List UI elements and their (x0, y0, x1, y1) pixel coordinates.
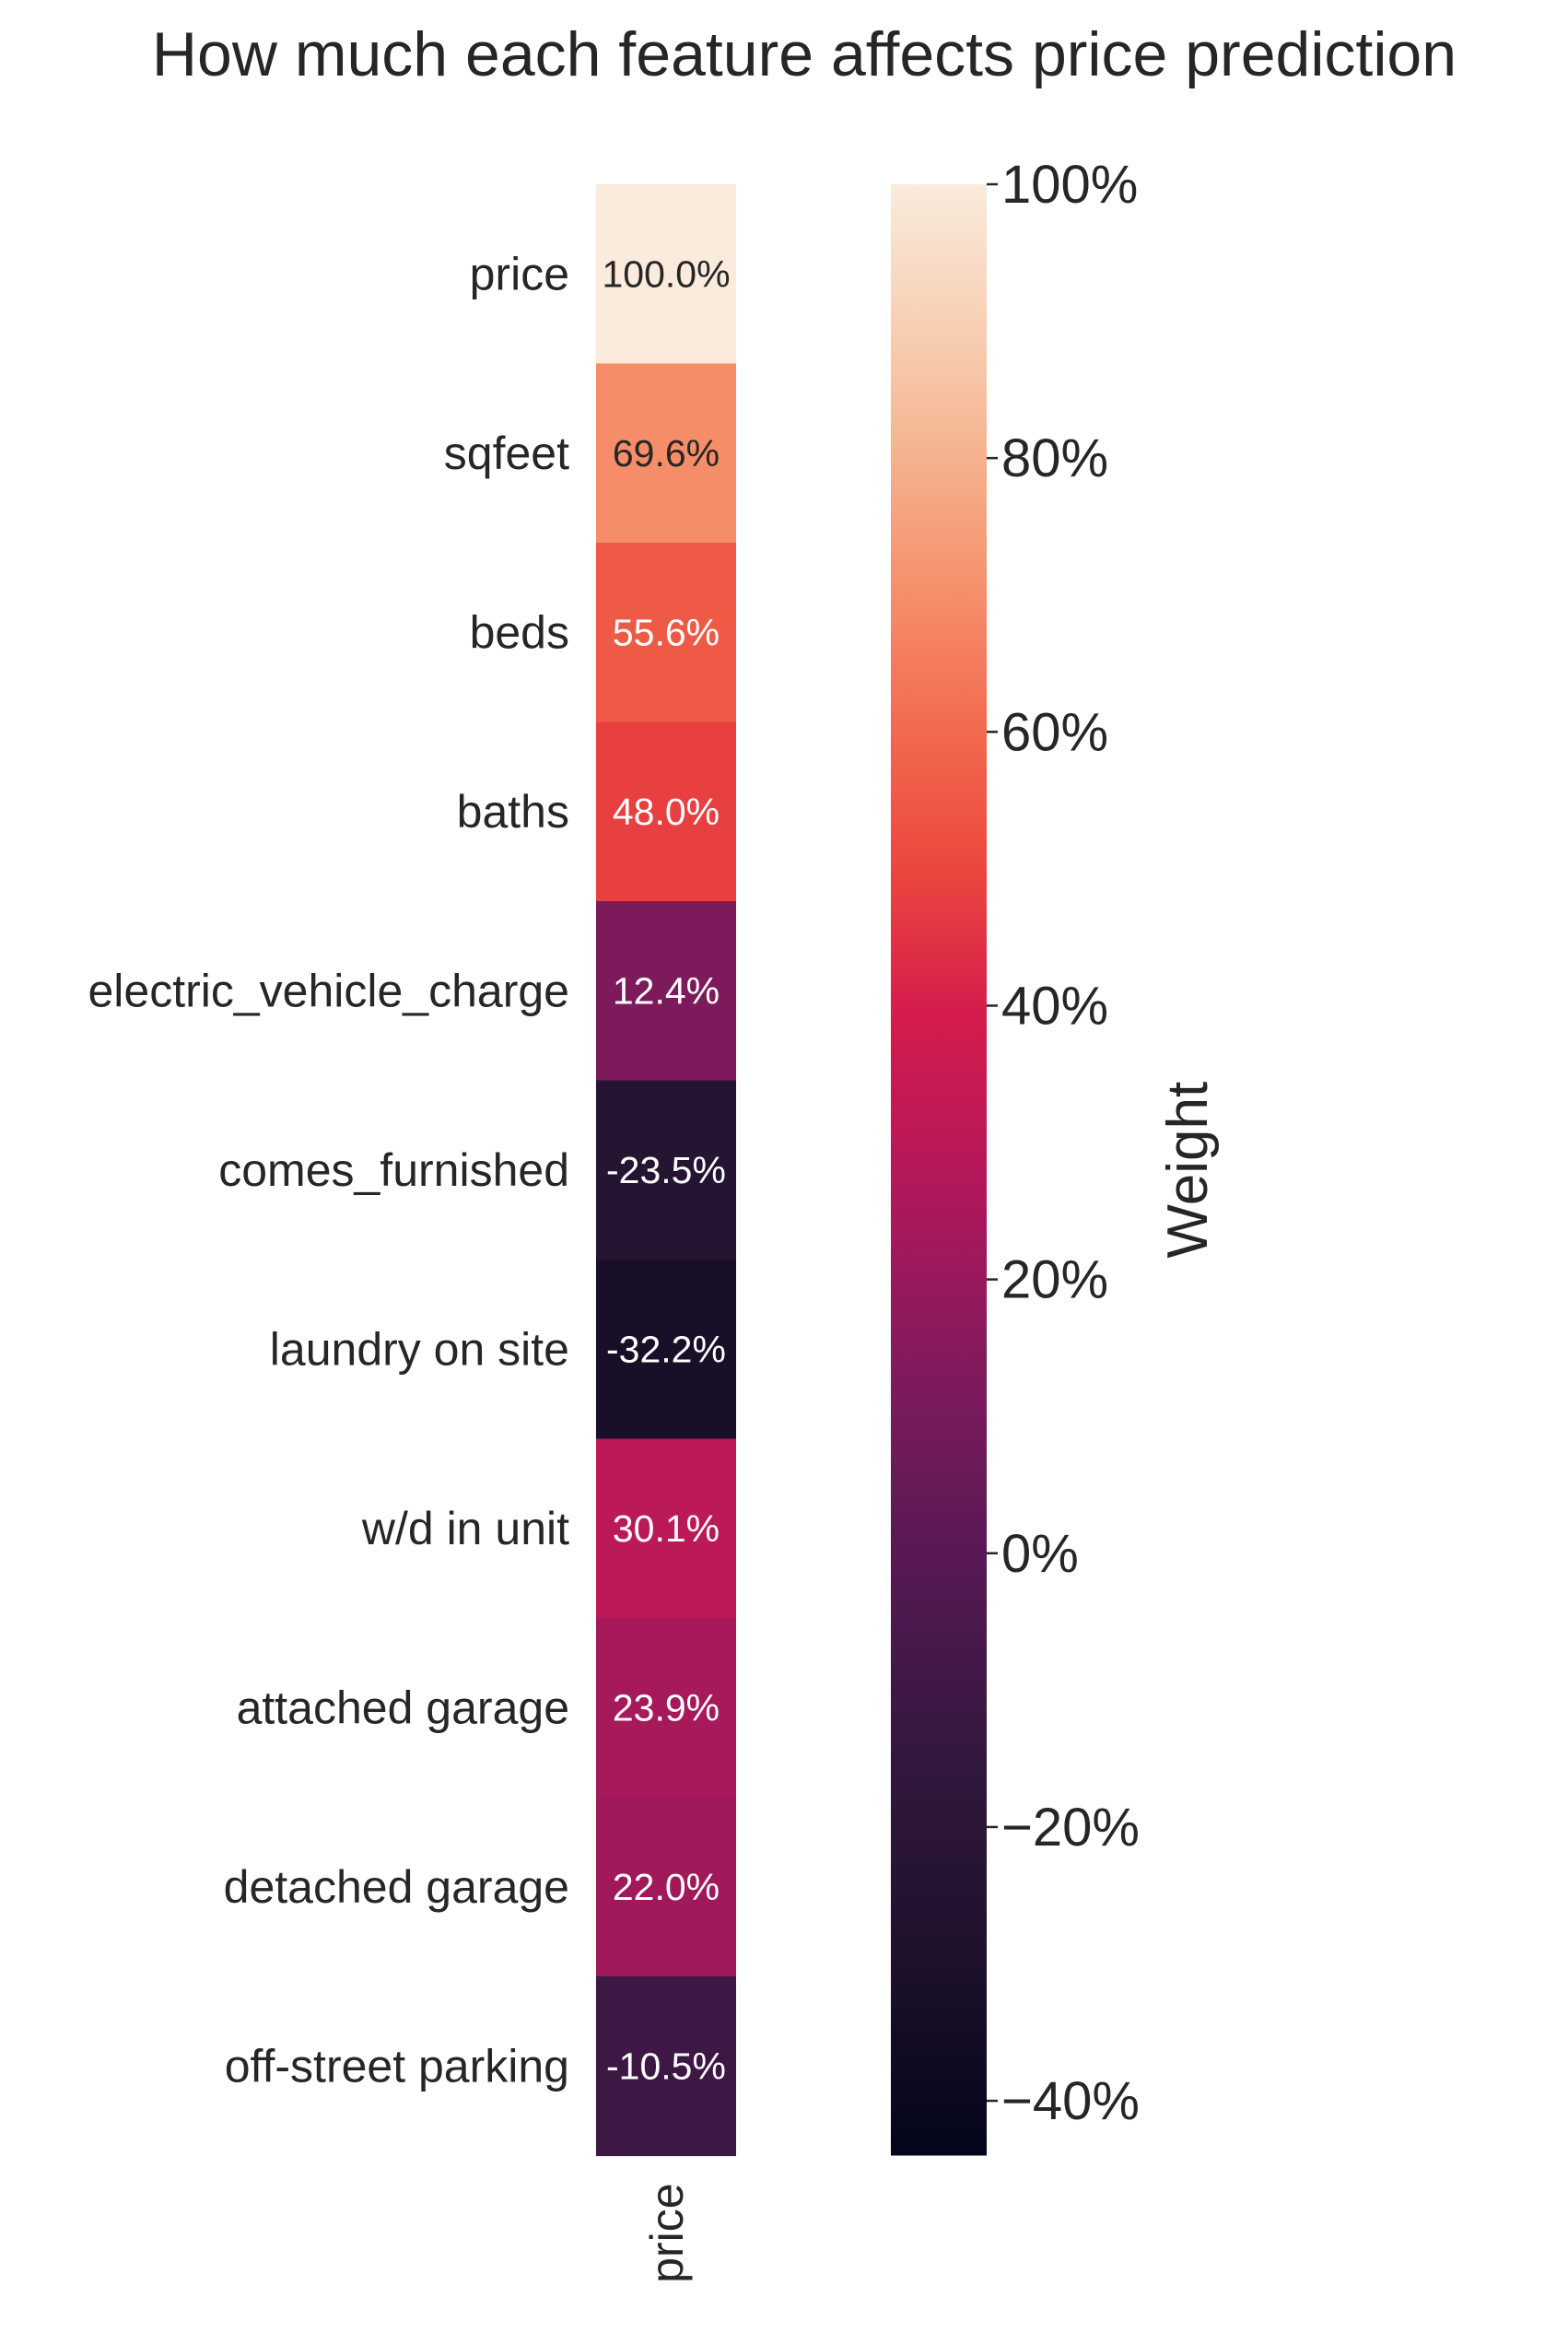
row-label: baths (457, 786, 569, 838)
row-label: laundry on site (270, 1323, 569, 1375)
row-label: comes_furnished (218, 1144, 569, 1196)
heatmap-cell (596, 1976, 736, 2157)
cell-value-label: -23.5% (606, 1149, 726, 1191)
cell-value-label: 22.0% (613, 1866, 720, 1908)
colorbar-tick-label: 0% (1001, 1524, 1079, 1584)
column-label-price: price (641, 2184, 693, 2283)
cell-value-label: 12.4% (613, 969, 720, 1012)
colorbar (891, 184, 987, 2156)
row-label: attached garage (237, 1682, 569, 1733)
cell-value-label: 100.0% (602, 252, 730, 295)
cell-value-label: -10.5% (606, 2045, 726, 2087)
row-label: price (470, 248, 569, 299)
heatmap-cells: 100.0% 69.6% 55.6% 48.0% 12.4% -23.5% -32.2% 30… (596, 184, 736, 2157)
row-label: sqfeet (444, 428, 569, 479)
row-label: detached garage (224, 1861, 569, 1913)
colorbar-tick-label: 80% (1001, 428, 1108, 488)
row-label: w/d in unit (361, 1503, 569, 1554)
heatmap-cell (596, 1260, 736, 1440)
heatmap-cell (596, 721, 736, 902)
colorbar-tick-label: 20% (1001, 1250, 1108, 1310)
heatmap-cell (596, 901, 736, 1082)
cell-value-label: -32.2% (606, 1328, 726, 1370)
colorbar-tick-label: −20% (1001, 1798, 1140, 1858)
row-label: electric_vehicle_charge (88, 965, 569, 1016)
heatmap-cell (596, 1438, 736, 1619)
heatmap-cell (596, 1797, 736, 1977)
chart-title: How much each feature affects price pred… (152, 19, 1457, 89)
heatmap-cell (596, 184, 736, 365)
heatmap-cell (596, 363, 736, 544)
heatmap-cell (596, 1080, 736, 1260)
heatmap-cell (596, 543, 736, 723)
cell-value-label: 23.9% (613, 1686, 720, 1729)
colorbar-title: Weight (1156, 1082, 1220, 1259)
row-labels: price sqfeet beds baths electric_vehicle_cha… (88, 248, 569, 2092)
colorbar-ticks: 100% 80% 60% 40% 20% 0% −20% −40% (987, 155, 1140, 2131)
row-label: beds (470, 606, 569, 658)
colorbar-tick-label: 60% (1001, 702, 1108, 762)
cell-value-label: 55.6% (613, 611, 720, 653)
cell-value-label: 69.6% (613, 432, 720, 475)
cell-value-label: 30.1% (613, 1507, 720, 1550)
cell-value-label: 48.0% (613, 791, 720, 833)
colorbar-tick-label: 40% (1001, 976, 1108, 1036)
colorbar-tick-label: −40% (1001, 2071, 1140, 2131)
heatmap-cell (596, 1618, 736, 1799)
colorbar-tick-label: 100% (1001, 155, 1138, 215)
row-label: off-street parking (225, 2040, 569, 2092)
